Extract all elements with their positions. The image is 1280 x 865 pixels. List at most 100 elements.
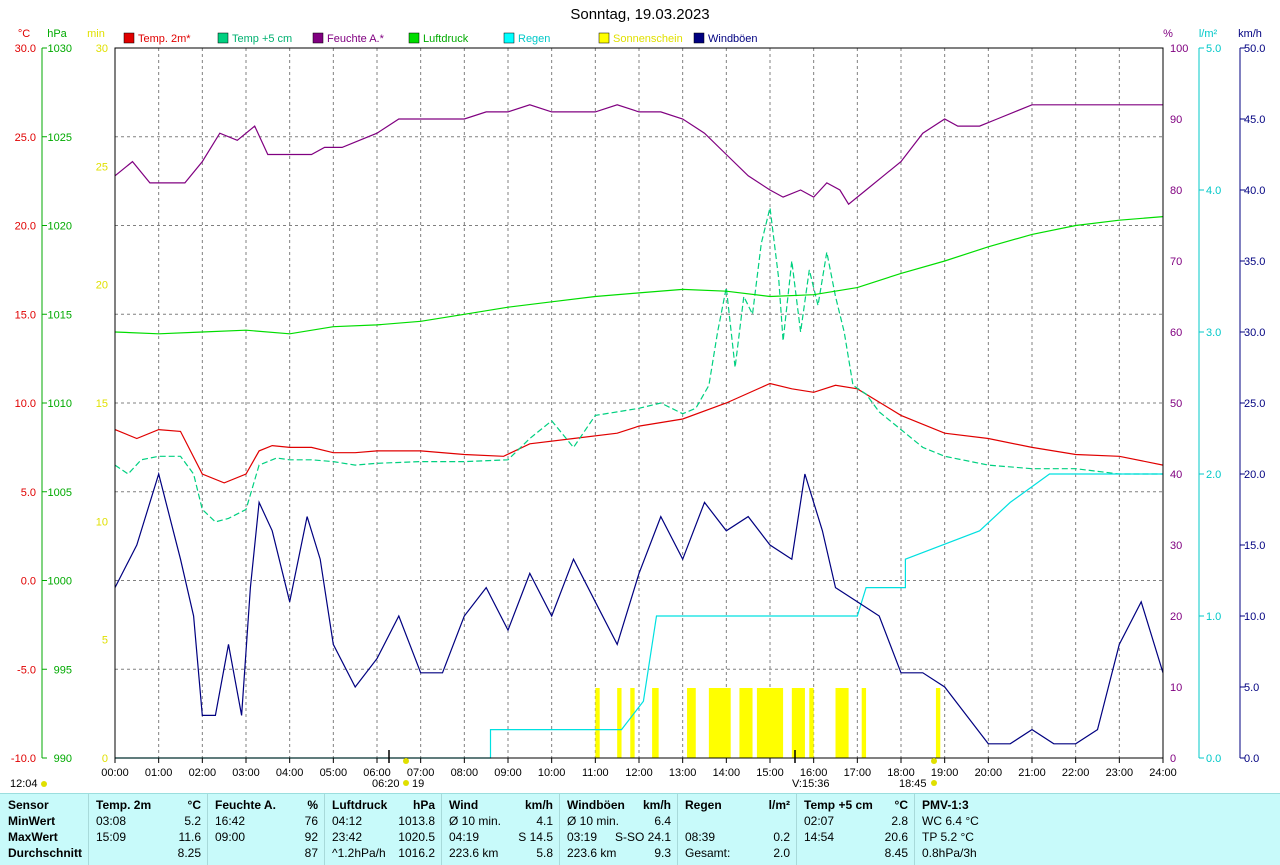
stats-time: 15:09: [96, 830, 127, 844]
stats-value: 2.0: [773, 846, 790, 860]
stats-time: 09:00: [215, 830, 246, 844]
wind-tick-label: 10.0: [1244, 611, 1265, 623]
stats-value: S-SO 24.1: [614, 830, 671, 844]
sunshine-bar: [756, 688, 784, 758]
stats-time: 04:19: [449, 830, 480, 844]
stats-value: 5.8: [536, 846, 553, 860]
legend-label: Windböen: [708, 33, 758, 45]
x-tick-label: 07:00: [407, 767, 435, 779]
x-tick-label: 19:00: [931, 767, 959, 779]
pressure-tick-label: 1030: [48, 43, 72, 55]
stats-column-title: Windböen: [567, 798, 625, 812]
rain-axis-unit: l/m²: [1199, 28, 1218, 40]
axes: 00:00 01:00 02:00 03:00 04:00 05:00 06:00 07:00…: [10, 28, 1265, 790]
wind-tick-label: 40.0: [1244, 185, 1265, 197]
rain-tick-label: 0.0: [1206, 753, 1221, 765]
sunset-dot: [931, 780, 937, 786]
stats-value: 8.25: [177, 846, 201, 860]
pressure-tick-label: 1000: [48, 576, 72, 588]
wind-axis-unit: km/h: [1238, 28, 1262, 40]
humidity-tick-label: 90: [1170, 114, 1182, 126]
wind-tick-label: 15.0: [1244, 540, 1265, 552]
stats-column: Feuchte A.% 16:42 76 09:00 92 87: [207, 794, 325, 865]
stats-column-unit: °C: [894, 798, 908, 812]
legend-swatch: [312, 32, 324, 44]
stats-time: Gesamt:: [685, 846, 731, 860]
sunset-label: 18:45: [899, 778, 927, 790]
humidity-tick-label: 70: [1170, 256, 1182, 268]
corner-time-label: 12:04: [10, 778, 38, 790]
legend-label: Luftdruck: [423, 33, 469, 45]
temp-tick-label: 15.0: [15, 309, 36, 321]
wind-tick-label: 45.0: [1244, 114, 1265, 126]
sunshine-bar: [617, 688, 622, 758]
corner-sun-dot: [41, 781, 47, 787]
wind-tick-label: 5.0: [1244, 682, 1259, 694]
stats-value: 1016.2: [398, 846, 435, 860]
x-tick-label: 03:00: [232, 767, 260, 779]
x-tick-label: 06:00: [363, 767, 391, 779]
sunrise-dot: [403, 780, 409, 786]
stats-value: 20.6: [884, 830, 908, 844]
temp-tick-label: 30.0: [15, 43, 36, 55]
sun-tick-label: 30: [96, 43, 108, 55]
series-line-luftdruck: [114, 216, 1164, 335]
stats-time: 03:19: [567, 830, 598, 844]
legend-label: Sonnenschein: [613, 33, 683, 45]
x-tick-label: 11:00: [582, 767, 609, 779]
rain-tick-label: 3.0: [1206, 327, 1221, 339]
stats-value: S 14.5: [518, 830, 553, 844]
x-tick-label: 18:00: [887, 767, 915, 779]
legend-label: Temp +5 cm: [232, 33, 292, 45]
sunshine-bars: [595, 688, 941, 758]
stats-time: 23:42: [332, 830, 363, 844]
sunshine-bar: [835, 688, 849, 758]
pressure-tick-label: 995: [54, 664, 72, 676]
stats-time: 08:39: [685, 830, 716, 844]
series-line-windb-en: [114, 471, 1164, 745]
stats-column-title: Regen: [685, 798, 722, 812]
stats-value: 92: [304, 830, 318, 844]
rain-tick-label: 2.0: [1206, 469, 1221, 481]
sunshine-bar: [708, 688, 731, 758]
x-tick-label: 01:00: [145, 767, 173, 779]
stats-row-label: WC 6.4 °C: [922, 814, 979, 828]
solar-noon-label: V:15:36: [792, 778, 830, 790]
temp-tick-label: -10.0: [11, 753, 36, 765]
stats-column: Wind km/h Ø 10 min. 4.1 04:19 S 14.5 223.6 km 5…: [441, 794, 560, 865]
sunshine-bar: [861, 688, 867, 758]
stats-value: 5.2: [184, 814, 201, 828]
sun-tick-label: 0: [102, 753, 108, 765]
sunshine-bar: [935, 688, 941, 758]
wind-tick-label: 30.0: [1244, 327, 1265, 339]
x-tick-label: 22:00: [1062, 767, 1090, 779]
legend-swatch: [123, 32, 135, 44]
legend-label: Temp. 2m*: [138, 33, 191, 45]
statistics-table: Sensor MinWert MaxWert Durchschnitt Temp. 2m…: [0, 793, 1280, 865]
x-tick-label: 23:00: [1106, 767, 1134, 779]
pressure-tick-label: 1005: [48, 487, 72, 499]
stats-value: 1020.5: [398, 830, 435, 844]
sunshine-bar: [739, 688, 753, 758]
humidity-tick-label: 10: [1170, 682, 1182, 694]
stats-time: 223.6 km: [567, 846, 617, 860]
stats-time: 14:54: [804, 830, 835, 844]
temp-tick-label: -5.0: [17, 664, 36, 676]
stats-column-unit: km/h: [642, 798, 671, 812]
weather-chart: 00:00 01:00 02:00 03:00 04:00 05:00 06:00 07:00…: [10, 6, 1265, 790]
stats-column: PMV-1:3 WC 6.4 °C TP 5.2 °C 0.8hPa/3h: [914, 794, 1280, 865]
temp-tick-label: 25.0: [15, 132, 36, 144]
pressure-tick-label: 1020: [48, 221, 72, 233]
stats-value: 8.45: [884, 846, 908, 860]
x-tick-label: 09:00: [494, 767, 522, 779]
wind-tick-label: 20.0: [1244, 469, 1265, 481]
series-lines: [114, 104, 1164, 759]
stats-value: 1013.8: [398, 814, 435, 828]
temp-axis-unit: °C: [18, 28, 30, 40]
stats-value: 2.8: [891, 814, 908, 828]
temp-tick-label: 0.0: [21, 576, 36, 588]
rain-tick-label: 4.0: [1206, 185, 1221, 197]
stats-column: Windböen km/h Ø 10 min. 6.4 03:19 S-SO 24.1 22…: [559, 794, 678, 865]
legend-swatch: [408, 32, 420, 44]
stats-value: 11.6: [178, 830, 201, 844]
